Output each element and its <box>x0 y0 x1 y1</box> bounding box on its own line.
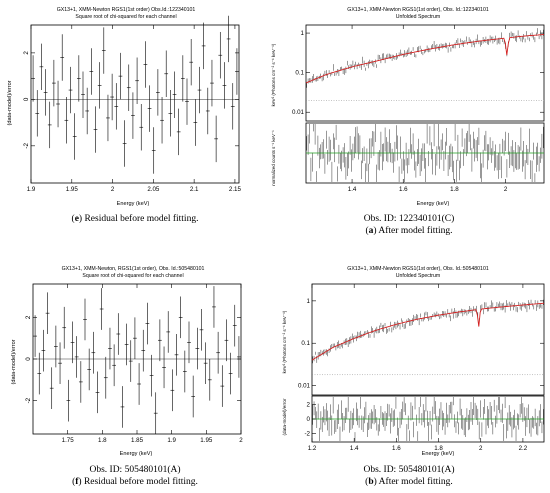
caption-b-letter: b <box>368 477 374 487</box>
chart-e-svg: GX13+1, XMM-Newton RGS1(1st order) Obs.I… <box>7 7 242 207</box>
chart-f-xlabel: Energy (keV) <box>120 451 153 457</box>
panel-b-spectrum-chart: GX13+1, XMM-Newton RGS1(1st order), Obs.… <box>268 262 548 458</box>
a-xtick-label: 2 <box>504 186 508 193</box>
e-xtick-label: 2.15 <box>229 186 242 193</box>
e-ytick-label: -2 <box>23 143 30 149</box>
f-xtick-label: 1.85 <box>131 437 144 444</box>
chart-b-title: GX13+1, XMM-Newton RGS1(1st order), Obs.… <box>347 266 489 272</box>
chart-a-ylabel: keV² (Photons cm⁻² s⁻¹ keV⁻¹) <box>271 43 276 106</box>
b-xtick-label: 1.4 <box>350 445 359 452</box>
b-xtick-label: 1.8 <box>434 445 443 452</box>
f-xtick-label: 1.95 <box>200 437 213 444</box>
b-xtick-label: 1.2 <box>308 445 317 452</box>
caption-obs-f: Obs. ID: 505480101(A) <box>89 465 181 475</box>
chart-a-subtitle: Unfolded Spectrum <box>396 14 440 20</box>
chart-b-ylabel: keV² (Photons cm⁻² s⁻¹ keV⁻¹) <box>282 310 287 373</box>
a-xtick-label: 1.6 <box>399 186 408 193</box>
a-ytick-label: 0.01 <box>292 109 305 116</box>
chart-e-ylabel: (data-model)/error <box>7 80 13 125</box>
b-ytick-label: 1 <box>307 298 311 305</box>
a-model-curve <box>305 34 545 84</box>
f-xtick-label: 1.9 <box>167 437 176 444</box>
b-xtick-label: 2.2 <box>519 445 528 452</box>
chart-b-xlabel: Energy (keV) <box>422 451 455 457</box>
panel-a-spectrum-chart: GX13+1, XMM-Newton RGS1(1st order), Obs.… <box>268 3 548 210</box>
b-ytick-label: 0.1 <box>301 340 310 347</box>
a-upper-frame <box>305 24 545 122</box>
b-xtick-label: 1.6 <box>392 445 401 452</box>
chart-e-xlabel: Energy (keV) <box>117 201 150 207</box>
a-xtick-label: 1.8 <box>450 186 459 193</box>
b-upper-frame <box>311 283 545 396</box>
b-lower-ytick-label: -2 <box>304 430 310 437</box>
caption-a-text: After model fitting. <box>376 226 453 236</box>
caption-f: (f) Residual before model fitting. <box>72 477 198 487</box>
e-xtick-label: 2.1 <box>190 186 199 193</box>
f-xtick-label: 1.75 <box>62 437 75 444</box>
caption-obs-b: Obs. ID: 505480101(A) <box>363 465 455 475</box>
chart-b-subtitle: Unfolded Spectrum <box>396 273 440 279</box>
b-model-curve <box>311 302 545 361</box>
b-lower-ytick-label: 2 <box>307 402 311 409</box>
chart-a-svg: GX13+1, XMM-Newton RGS1(1st order), Obs.… <box>271 7 545 207</box>
chart-f-ylabel: (data-model)/error <box>11 339 17 384</box>
caption-a: (a) After model fitting. <box>365 226 453 236</box>
panel-e-residual-chart: GX13+1, XMM-Newton RGS1(1st order) Obs.I… <box>3 3 249 210</box>
chart-f-subtitle: Square root of chi-squared for each chan… <box>82 273 183 279</box>
b-ytick-label: 0.01 <box>298 383 311 390</box>
panel-f-residual-chart: GX13+1, XMM-Newton, RGS1(1st order), Obs… <box>3 262 249 458</box>
f-ytick-label: 0 <box>25 357 32 361</box>
e-ytick-label: 0 <box>23 97 30 101</box>
chart-b-svg: GX13+1, XMM-Newton RGS1(1st order), Obs.… <box>282 266 545 457</box>
e-xtick-label: 1.95 <box>66 186 79 193</box>
a-ytick-label: 0.1 <box>295 70 304 77</box>
caption-e-letter: e <box>74 214 79 224</box>
chart-f-title: GX13+1, XMM-Newton, RGS1(1st order), Obs… <box>62 266 205 272</box>
e-frame <box>30 24 240 184</box>
caption-obs-top: Obs. ID: 122340101(C) <box>363 214 455 224</box>
chart-f-svg: GX13+1, XMM-Newton, RGS1(1st order), Obs… <box>11 266 243 457</box>
f-xtick-label: 1.8 <box>98 437 107 444</box>
e-xtick-label: 2 <box>111 186 115 193</box>
e-xtick-label: 2.05 <box>147 186 160 193</box>
chart-a-xlabel: Energy (keV) <box>417 201 450 207</box>
a-xtick-label: 1.4 <box>348 186 357 193</box>
e-ytick-label: 2 <box>23 51 30 55</box>
f-xtick-label: 2 <box>239 437 243 444</box>
caption-e: (e) Residual before model fitting. <box>71 214 199 224</box>
chart-e-title: GX13+1, XMM-Newton RGS1(1st order) Obs.I… <box>57 7 196 13</box>
caption-f-letter: f <box>75 477 79 487</box>
f-ytick-label: 2 <box>25 315 32 319</box>
b-lower-ytick-label: 0 <box>307 416 311 423</box>
chart-a-title: GX13+1, XMM-Newton RGS1(1st order), Obs.… <box>347 7 489 13</box>
e-xtick-label: 1.9 <box>27 186 36 193</box>
chart-e-subtitle: Square root of chi-squared for each chan… <box>75 14 176 20</box>
caption-e-text: Residual before model fitting. <box>82 214 199 224</box>
caption-a-letter: a <box>368 226 374 236</box>
f-ytick-label: -2 <box>25 397 32 403</box>
caption-b-text: After model fitting. <box>376 477 453 487</box>
chart-b-ylabel-lower: (data-model)/error <box>282 398 287 435</box>
a-ytick-label: 1 <box>301 30 305 37</box>
caption-b: (b) After model fitting. <box>365 477 453 487</box>
chart-a-ylabel-lower: normalized counts s⁻¹ keV⁻¹ <box>271 130 276 186</box>
b-xtick-label: 2 <box>479 445 483 452</box>
caption-f-text: Residual before model fitting. <box>81 477 198 487</box>
